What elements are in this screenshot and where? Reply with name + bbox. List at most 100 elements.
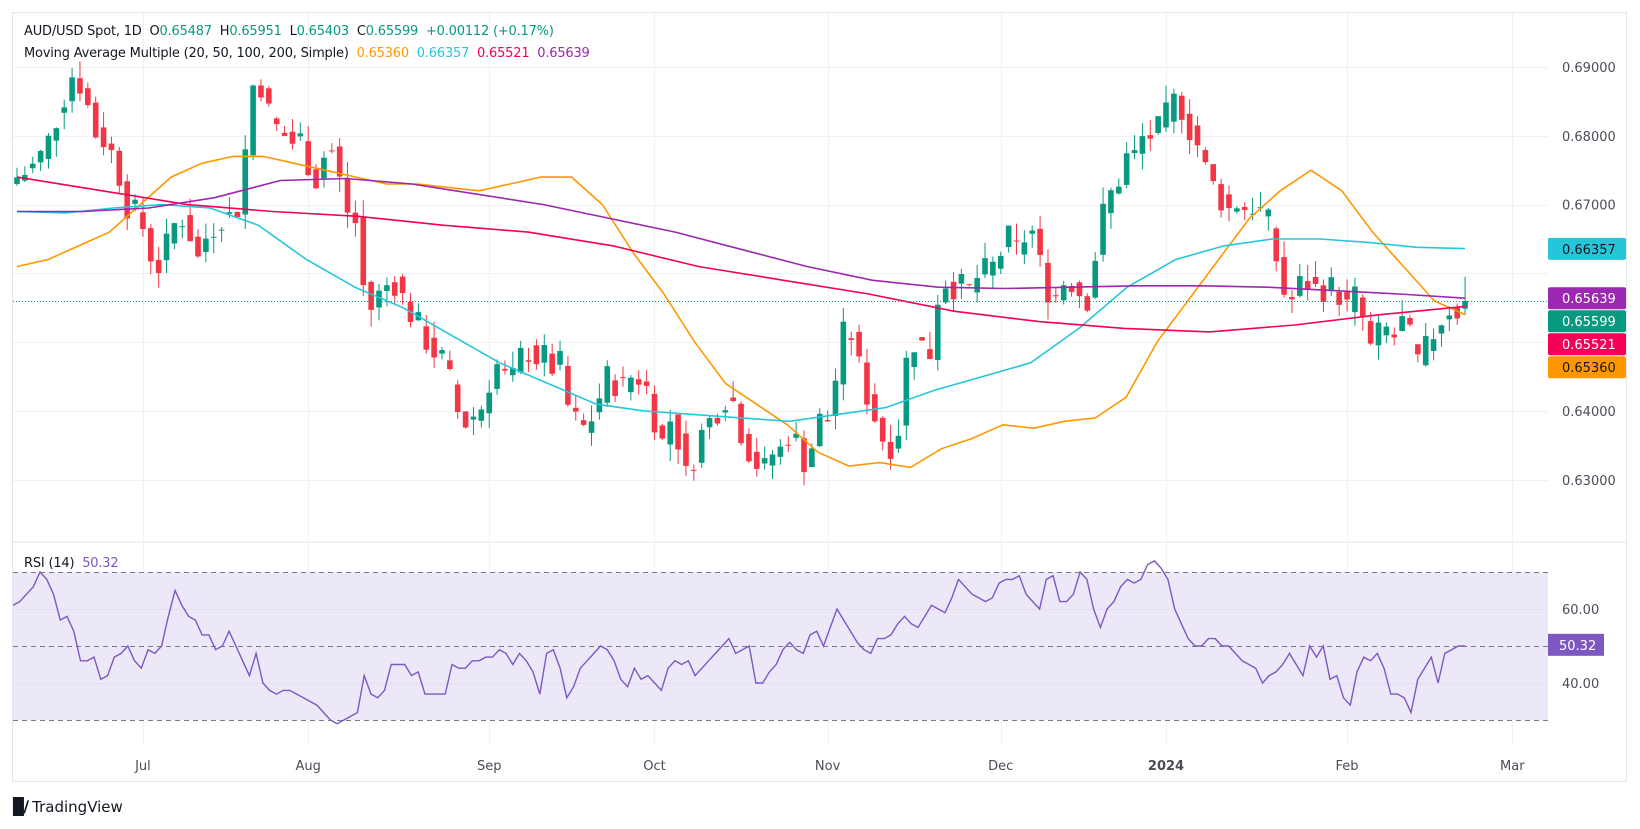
candle-body	[502, 368, 508, 371]
change-value: +0.00112 (+0.17%)	[425, 24, 554, 39]
tradingview-logo[interactable]: ▉∕ TradingView	[13, 797, 123, 816]
x-tick-label: Mar	[1500, 759, 1525, 774]
candle-body	[92, 102, 99, 138]
candle-body	[1053, 295, 1059, 297]
candle-up	[911, 352, 917, 380]
candle-down	[305, 126, 311, 177]
candle-down	[1053, 287, 1059, 303]
ma100-value: 0.65521	[477, 46, 530, 61]
candle-body	[1037, 228, 1043, 255]
candle-body	[470, 416, 477, 420]
candle-up	[1123, 142, 1130, 189]
candle-down	[730, 381, 736, 403]
candle-body	[1147, 135, 1154, 139]
ma-line-sma-100	[16, 176, 1466, 333]
candle-down	[187, 198, 193, 242]
candle-body	[210, 236, 217, 238]
rsi-value-badge: 50.32	[1548, 633, 1604, 656]
candle-body	[179, 226, 186, 228]
candle-body	[1186, 113, 1193, 141]
candle-up	[840, 307, 847, 401]
candle-down	[872, 383, 878, 423]
candle-body	[1304, 281, 1311, 290]
candle-down	[108, 136, 115, 164]
candle-up	[1438, 324, 1445, 347]
candle-down	[1084, 293, 1091, 313]
candle-body	[1202, 150, 1209, 163]
candle-down	[1037, 215, 1043, 267]
candle-down	[360, 200, 367, 297]
candle-body	[226, 212, 233, 214]
candle-up	[1422, 323, 1429, 367]
candle-body	[746, 433, 752, 462]
candle-body	[580, 420, 587, 425]
candle-body	[919, 337, 925, 341]
candle-body	[934, 304, 941, 360]
rsi-y-tick-label: 40.00	[1562, 677, 1599, 692]
candle-down	[612, 374, 618, 403]
candle-body	[53, 128, 60, 141]
candle-body	[258, 85, 264, 98]
candle-down	[1218, 178, 1224, 218]
candle-body	[384, 285, 390, 292]
candle-body	[722, 410, 729, 413]
high-label: H	[219, 24, 230, 39]
candle-body	[1462, 300, 1468, 309]
candle-up	[769, 450, 776, 480]
candle-body	[1328, 277, 1335, 292]
candle-body	[533, 345, 540, 365]
price-badge-bg	[1548, 333, 1626, 356]
candle-body	[714, 417, 721, 424]
low-label: L	[289, 24, 297, 39]
x-tick-label: Jul	[134, 759, 151, 774]
candle-up	[171, 222, 178, 250]
candle-up	[439, 347, 445, 360]
candle-body	[667, 421, 674, 445]
candle-body	[1029, 230, 1036, 234]
candle-body	[1210, 164, 1217, 182]
candle-body	[1234, 208, 1240, 212]
candle-up	[942, 280, 949, 305]
x-tick-label: Dec	[988, 759, 1013, 774]
candle-down	[344, 161, 351, 228]
candle-up	[242, 135, 249, 229]
candle-down	[525, 347, 532, 372]
candle-down	[147, 224, 154, 275]
candle-body	[368, 281, 374, 310]
candle-body	[651, 393, 658, 433]
candle-up	[494, 359, 500, 395]
ma-line-sma-200	[17, 177, 1466, 299]
candle-up	[997, 251, 1004, 275]
candle-body	[321, 157, 327, 179]
candle-up	[816, 408, 823, 447]
candle-up	[1297, 264, 1303, 298]
candle-body	[517, 347, 524, 373]
candle-down	[683, 420, 689, 476]
candle-down	[1178, 92, 1185, 134]
candle-body	[620, 377, 626, 379]
candle-up	[22, 166, 28, 182]
candle-up	[1328, 267, 1335, 297]
close-label: C	[356, 24, 366, 39]
candle-body	[289, 131, 296, 144]
candle-body	[454, 384, 461, 413]
candle-body	[344, 178, 351, 213]
candle-down	[1210, 164, 1217, 185]
candle-body	[462, 411, 469, 428]
candle-up	[832, 368, 839, 430]
candle-body	[698, 429, 705, 463]
candle-body	[1108, 190, 1114, 214]
candle-body	[761, 458, 768, 464]
candle-up	[1446, 306, 1453, 331]
candle-body	[879, 417, 886, 442]
candle-body	[659, 425, 666, 439]
candle-down	[533, 339, 540, 370]
candle-body	[990, 261, 996, 276]
candle-body	[1281, 257, 1287, 295]
candle-down	[738, 401, 744, 446]
candle-body	[1131, 150, 1138, 154]
candle-up	[1092, 252, 1098, 299]
candle-body	[242, 149, 249, 215]
candle-up	[557, 340, 563, 371]
